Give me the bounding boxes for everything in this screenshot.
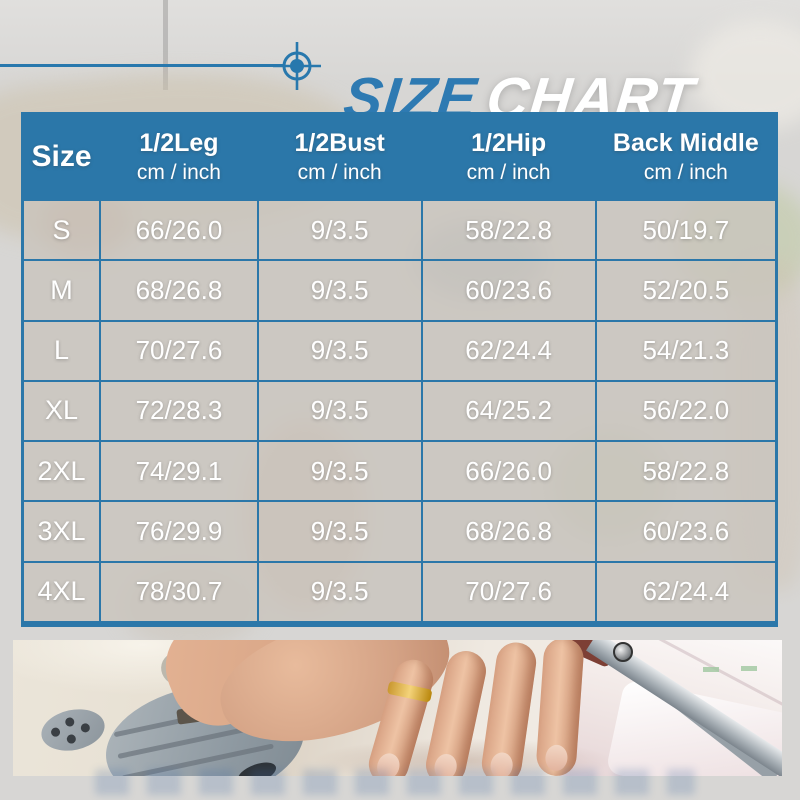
- measurement-value: 78/30.7: [135, 576, 223, 607]
- table-row-m: M 68/26.8 9/3.5 60/23.6 52/20.5: [24, 259, 775, 320]
- measurement-value: 50/19.7: [642, 214, 730, 245]
- measurement-value: 70/27.6: [135, 335, 223, 366]
- measurement-value: 60/23.6: [465, 274, 552, 305]
- measurement-value: 9/3.5: [310, 214, 369, 245]
- column-header-size: Size: [31, 140, 92, 173]
- measurement-value: 9/3.5: [310, 274, 369, 305]
- measurement-value: 9/3.5: [310, 335, 369, 366]
- measurement-value: 62/24.4: [642, 576, 730, 607]
- measurement-value: 9/3.5: [310, 455, 369, 486]
- size-label: L: [54, 335, 70, 366]
- hanger-hook-shape: [163, 0, 168, 90]
- column-header-bust: 1/2Bust cm / inch: [294, 129, 385, 184]
- size-table: Size 1/2Leg cm / inch 1/2Bust cm / inch …: [21, 112, 778, 627]
- measurement-value: 52/20.5: [642, 274, 730, 305]
- table-row-l: L 70/27.6 9/3.5 62/24.4 54/21.3: [24, 319, 775, 380]
- size-label: 3XL: [37, 516, 86, 547]
- table-header-row: Size 1/2Leg cm / inch 1/2Bust cm / inch …: [24, 115, 775, 199]
- measurement-value: 58/22.8: [642, 455, 730, 486]
- size-label: XL: [45, 395, 79, 426]
- table-row-4xl: 4XL 78/30.7 9/3.5 70/27.6 62/24.4: [24, 560, 775, 621]
- measurement-value: 68/26.8: [135, 274, 223, 305]
- measurement-value: 9/3.5: [310, 395, 369, 426]
- table-row-2xl: 2XL 74/29.1 9/3.5 66/26.0 58/22.8: [24, 440, 775, 501]
- measurement-value: 60/23.6: [642, 516, 730, 547]
- size-label: 4XL: [37, 576, 86, 607]
- measurement-value: 9/3.5: [310, 516, 369, 547]
- background-garment-shape: [690, 20, 800, 130]
- gold-ring-shape: [386, 680, 433, 703]
- fabric-stitch-mark: [741, 666, 757, 671]
- measurement-value: 64/25.2: [465, 395, 552, 426]
- measurement-value: 72/28.3: [135, 395, 223, 426]
- size-label: 2XL: [37, 455, 86, 486]
- blurred-watermark-text: [95, 769, 695, 795]
- column-header-hip: 1/2Hip cm / inch: [466, 129, 551, 184]
- measurement-value: 62/24.4: [465, 335, 552, 366]
- measurement-value: 66/26.0: [465, 455, 552, 486]
- sewing-machine-photo: [13, 640, 782, 776]
- fabric-stitch-mark: [703, 667, 719, 672]
- scissors-pivot-screw-shape: [613, 642, 633, 662]
- measurement-value: 74/29.1: [135, 455, 223, 486]
- measurement-value: 9/3.5: [310, 576, 369, 607]
- size-label: M: [50, 274, 73, 305]
- measurement-value: 54/21.3: [642, 335, 730, 366]
- measurement-value: 70/27.6: [465, 576, 552, 607]
- column-header-back-middle: Back Middle cm / inch: [612, 129, 759, 184]
- table-row-3xl: 3XL 76/29.9 9/3.5 68/26.8 60/23.6: [24, 500, 775, 561]
- measurement-value: 56/22.0: [642, 395, 730, 426]
- crosshair-target-icon: [273, 42, 321, 90]
- measurement-value: 58/22.8: [465, 214, 552, 245]
- measurement-value: 68/26.8: [465, 516, 552, 547]
- measurement-value: 66/26.0: [135, 214, 223, 245]
- table-row-xl: XL 72/28.3 9/3.5 64/25.2 56/22.0: [24, 379, 775, 441]
- bobbin-cover-shape: [37, 703, 109, 757]
- column-header-leg: 1/2Leg cm / inch: [136, 129, 221, 184]
- size-label: S: [52, 214, 71, 245]
- measurement-value: 76/29.9: [135, 516, 223, 547]
- table-row-s: S 66/26.0 9/3.5 58/22.8 50/19.7: [24, 199, 775, 260]
- header-divider-line: [0, 64, 284, 67]
